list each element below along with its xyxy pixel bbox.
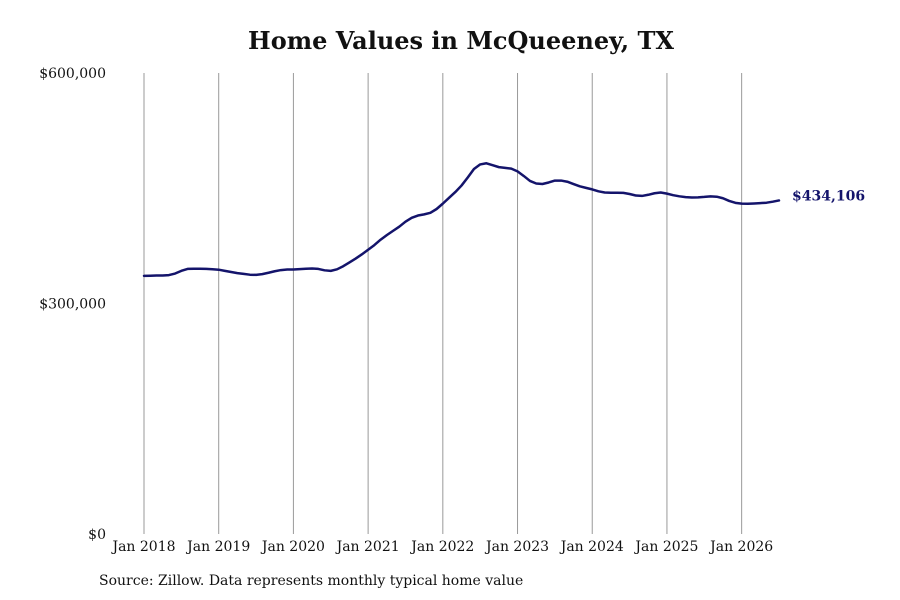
x-tick-label: Jan 2026 [708, 539, 773, 555]
x-tick-label: Jan 2022 [409, 539, 474, 555]
end-label-layer: $434,106 [792, 188, 865, 204]
x-tick-label: Jan 2023 [484, 539, 549, 555]
x-axis-ticks: Jan 2018 Jan 2019 Jan 2020 Jan 2021 Jan 2022… [110, 539, 773, 555]
end-value-label: $434,106 [792, 188, 865, 204]
y-tick-label: $300,000 [39, 297, 106, 313]
series-layer [142, 162, 781, 278]
chart-title: Home Values in McQueeney, TX [248, 26, 674, 55]
vertical-gridlines [143, 73, 743, 534]
source-note: Source: Zillow. Data represents monthly … [99, 573, 524, 589]
x-tick-label: Jan 2025 [633, 539, 698, 555]
home-value-line [142, 162, 781, 278]
x-tick-label: Jan 2018 [110, 539, 175, 555]
x-tick-label: Jan 2020 [260, 539, 325, 555]
y-tick-label: $0 [88, 527, 106, 543]
x-tick-label: Jan 2024 [559, 539, 624, 555]
y-axis-ticks: $0 $300,000 $600,000 [39, 66, 106, 543]
y-tick-label: $600,000 [39, 66, 106, 82]
x-tick-label: Jan 2021 [335, 539, 400, 555]
x-tick-label: Jan 2019 [185, 539, 250, 555]
